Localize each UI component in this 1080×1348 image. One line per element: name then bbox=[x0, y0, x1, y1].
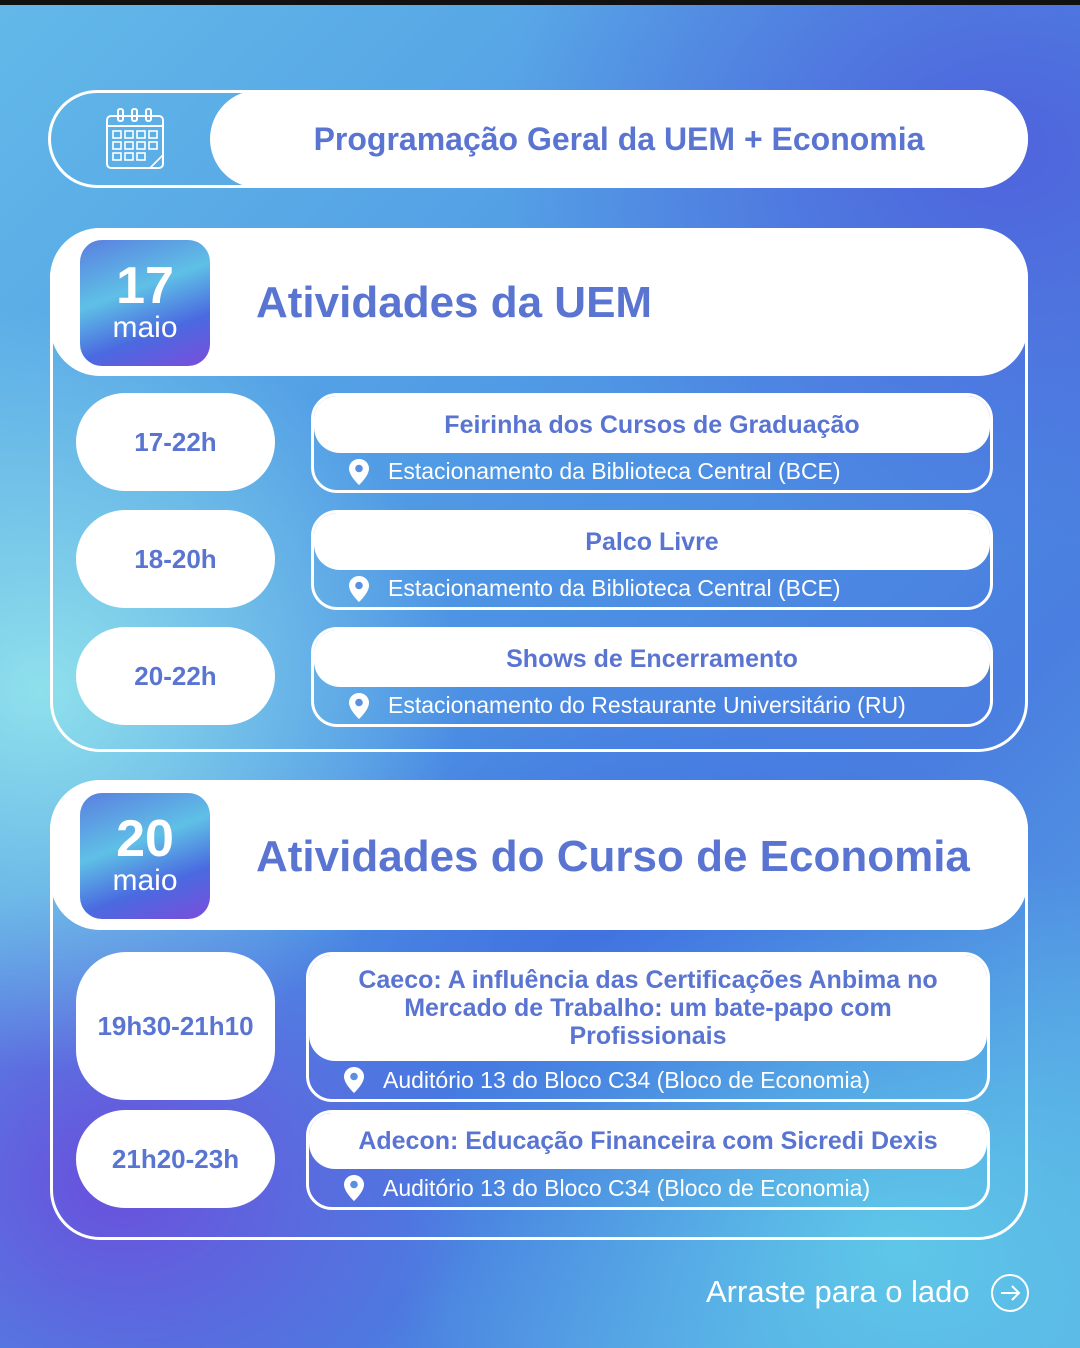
event-location: Estacionamento da Biblioteca Central (BC… bbox=[314, 570, 990, 607]
event-time: 20-22h bbox=[76, 627, 275, 725]
event-title: Shows de Encerramento bbox=[314, 630, 990, 687]
location-pin-icon bbox=[349, 692, 369, 719]
event-location: Estacionamento do Restaurante Universitá… bbox=[314, 687, 990, 724]
section-title: Atividades da UEM bbox=[256, 278, 653, 327]
event-card: Palco Livre Estacionamento da Biblioteca… bbox=[311, 510, 993, 610]
event-card: Adecon: Educação Financeira com Sicredi … bbox=[306, 1110, 990, 1210]
event-card: Feirinha dos Cursos de Graduação Estacio… bbox=[311, 393, 993, 493]
event-time: 19h30-21h10 bbox=[76, 952, 275, 1100]
event-location-text: Estacionamento da Biblioteca Central (BC… bbox=[388, 575, 841, 601]
event-location: Estacionamento da Biblioteca Central (BC… bbox=[314, 453, 990, 490]
event-location: Auditório 13 do Bloco C34 (Bloco de Econ… bbox=[309, 1169, 987, 1207]
event-title: Palco Livre bbox=[314, 513, 990, 570]
swipe-hint: Arraste para o lado bbox=[706, 1274, 970, 1309]
location-pin-icon bbox=[349, 575, 369, 602]
event-location-text: Estacionamento do Restaurante Universitá… bbox=[388, 692, 906, 718]
top-bar bbox=[0, 0, 1080, 5]
date-day: 20 bbox=[116, 810, 174, 868]
section-header bbox=[50, 780, 1028, 930]
page-title: Programação Geral da UEM + Economia bbox=[210, 90, 1028, 188]
event-location-text: Auditório 13 do Bloco C34 (Bloco de Econ… bbox=[383, 1174, 871, 1201]
calendar-icon bbox=[106, 108, 164, 169]
event-time: 21h20-23h bbox=[76, 1110, 275, 1208]
date-month: maio bbox=[112, 311, 178, 344]
event-location: Auditório 13 do Bloco C34 (Bloco de Econ… bbox=[309, 1061, 987, 1099]
event-card: Shows de Encerramento Estacionamento do … bbox=[311, 627, 993, 727]
date-tile: 20 maio bbox=[80, 793, 210, 919]
event-title: Feirinha dos Cursos de Graduação bbox=[314, 396, 990, 453]
arrow-right-circle-icon[interactable] bbox=[990, 1273, 1030, 1313]
date-month: maio bbox=[112, 864, 178, 897]
event-card: Caeco: A influência das Certificações An… bbox=[306, 952, 990, 1102]
section-header bbox=[50, 228, 1028, 376]
location-pin-icon bbox=[349, 458, 369, 485]
date-tile: 17 maio bbox=[80, 240, 210, 366]
location-pin-icon bbox=[344, 1175, 364, 1201]
event-location-text: Auditório 13 do Bloco C34 (Bloco de Econ… bbox=[383, 1066, 871, 1093]
event-time: 18-20h bbox=[76, 510, 275, 608]
date-day: 17 bbox=[116, 257, 174, 315]
location-pin-icon bbox=[344, 1067, 364, 1093]
event-time: 17-22h bbox=[76, 393, 275, 491]
event-location-text: Estacionamento da Biblioteca Central (BC… bbox=[388, 458, 841, 484]
section-title: Atividades do Curso de Economia bbox=[256, 832, 970, 881]
event-title: Caeco: A influência das Certificações An… bbox=[309, 955, 987, 1061]
event-title: Adecon: Educação Financeira com Sicredi … bbox=[309, 1113, 987, 1169]
